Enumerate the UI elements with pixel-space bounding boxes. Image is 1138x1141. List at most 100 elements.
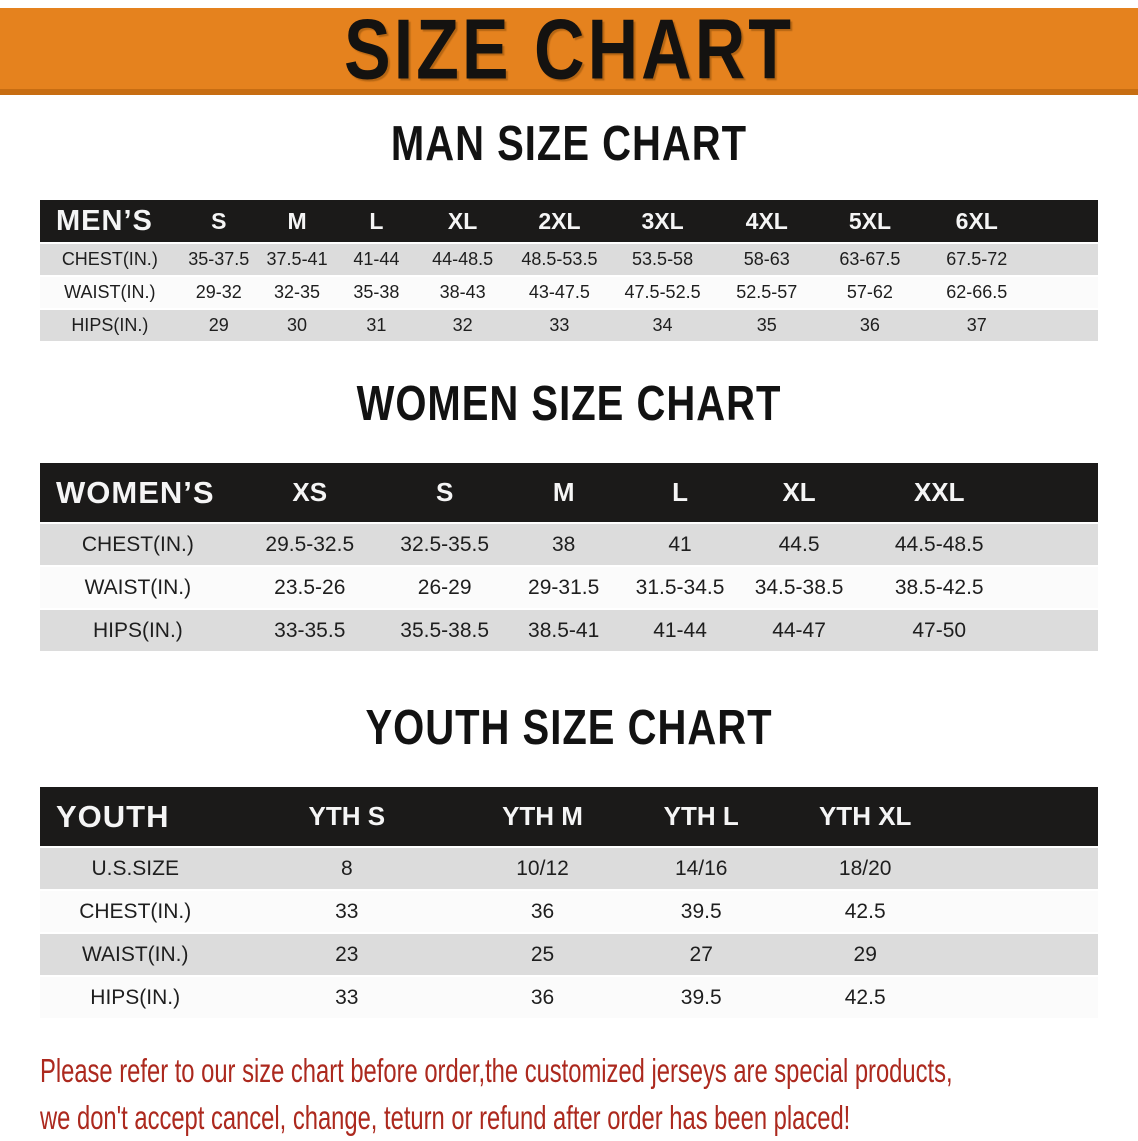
cell: 10/12	[463, 848, 622, 889]
spacer-cell	[1032, 200, 1098, 242]
cell: 63-67.5	[818, 244, 922, 275]
cell: 26-29	[383, 567, 506, 608]
cell: 52.5-57	[714, 277, 819, 308]
cell: 36	[463, 977, 622, 1018]
table-row: HIPS(IN.) 33 36 39.5 42.5	[40, 977, 1098, 1018]
cell: 35-37.5	[179, 244, 258, 275]
col-header: 5XL	[818, 200, 922, 242]
col-header: YTH L	[621, 787, 781, 846]
cell: 32	[416, 310, 509, 341]
cell: 47.5-52.5	[610, 277, 715, 308]
cell: 53.5-58	[610, 244, 715, 275]
cell: 38	[505, 524, 622, 565]
cell: 14/16	[621, 848, 781, 889]
col-header: L	[621, 463, 739, 522]
col-header: 4XL	[714, 200, 819, 242]
cell: 47-50	[859, 610, 1019, 651]
cell: 29-31.5	[505, 567, 622, 608]
cell: 29.5-32.5	[235, 524, 384, 565]
cell: 43-47.5	[508, 277, 611, 308]
cell: 29-32	[179, 277, 258, 308]
cell: 36	[818, 310, 922, 341]
spacer-cell	[1018, 463, 1098, 522]
cell: 44.5-48.5	[859, 524, 1019, 565]
women-section: WOMEN SIZE CHART WOMEN’S XS S M L XL XXL	[0, 377, 1138, 653]
col-header: WOMEN’S	[40, 463, 236, 522]
row-label: HIPS(IN.)	[40, 310, 180, 341]
cell: 42.5	[780, 891, 950, 932]
cell: 35	[714, 310, 819, 341]
cell: 62-66.5	[921, 277, 1033, 308]
men-header-row: MEN’S S M L XL 2XL 3XL 4XL 5XL 6XL	[40, 200, 1098, 242]
cell: 31	[336, 310, 417, 341]
col-header: YTH S	[230, 787, 464, 846]
spacer-cell	[1018, 524, 1098, 565]
col-header: M	[257, 200, 337, 242]
cell: 37	[921, 310, 1033, 341]
cell: 23	[230, 934, 464, 975]
page-title: SIZE CHART	[344, 0, 794, 97]
cell: 44-47	[738, 610, 860, 651]
cell: 57-62	[818, 277, 922, 308]
cell: 29	[179, 310, 258, 341]
col-header: YTH XL	[780, 787, 950, 846]
cell: 33	[230, 891, 464, 932]
cell: 25	[463, 934, 622, 975]
col-header: L	[336, 200, 417, 242]
table-row: WAIST(IN.) 23 25 27 29	[40, 934, 1098, 975]
women-header-row: WOMEN’S XS S M L XL XXL	[40, 463, 1098, 522]
cell: 27	[621, 934, 781, 975]
table-row: HIPS(IN.) 33-35.5 35.5-38.5 38.5-41 41-4…	[40, 610, 1098, 651]
col-header: XL	[738, 463, 860, 522]
disclaimer: Please refer to our size chart before or…	[40, 1047, 1138, 1141]
cell: 38.5-41	[505, 610, 622, 651]
cell: 39.5	[621, 977, 781, 1018]
table-row: HIPS(IN.) 29 30 31 32 33 34 35 36 37	[40, 310, 1098, 341]
cell: 38.5-42.5	[859, 567, 1019, 608]
spacer-cell	[949, 787, 1098, 846]
cell: 67.5-72	[921, 244, 1033, 275]
cell: 48.5-53.5	[508, 244, 611, 275]
row-label: CHEST(IN.)	[40, 891, 231, 932]
row-label: WAIST(IN.)	[40, 934, 231, 975]
col-header: S	[179, 200, 258, 242]
row-label: WAIST(IN.)	[40, 277, 180, 308]
spacer-cell	[1032, 277, 1098, 308]
col-header: S	[383, 463, 506, 522]
cell: 8	[230, 848, 464, 889]
cell: 41-44	[621, 610, 739, 651]
row-label: U.S.SIZE	[40, 848, 231, 889]
women-size-table: WOMEN’S XS S M L XL XXL CHEST(IN.) 29.5-…	[40, 461, 1098, 653]
table-row: CHEST(IN.) 29.5-32.5 32.5-35.5 38 41 44.…	[40, 524, 1098, 565]
table-row: WAIST(IN.) 23.5-26 26-29 29-31.5 31.5-34…	[40, 567, 1098, 608]
cell: 44-48.5	[416, 244, 509, 275]
row-label: HIPS(IN.)	[40, 977, 231, 1018]
spacer-cell	[1032, 310, 1098, 341]
cell: 38-43	[416, 277, 509, 308]
col-header: MEN’S	[40, 200, 180, 242]
cell: 42.5	[780, 977, 950, 1018]
cell: 23.5-26	[235, 567, 384, 608]
spacer-cell	[1018, 610, 1098, 651]
cell: 41	[621, 524, 739, 565]
cell: 34	[610, 310, 715, 341]
spacer-cell	[949, 891, 1098, 932]
banner: SIZE CHART	[0, 1, 1138, 96]
youth-section: YOUTH SIZE CHART YOUTH YTH S YTH M YTH L…	[0, 701, 1138, 1020]
cell: 34.5-38.5	[738, 567, 860, 608]
col-header: YTH M	[463, 787, 622, 846]
col-header: XXL	[859, 463, 1019, 522]
cell: 32.5-35.5	[383, 524, 506, 565]
table-row: CHEST(IN.) 33 36 39.5 42.5	[40, 891, 1098, 932]
disclaimer-line-1: Please refer to our size chart before or…	[40, 1052, 953, 1089]
cell: 18/20	[780, 848, 950, 889]
men-section: MAN SIZE CHART MEN’S S M L XL 2XL 3XL 4X…	[0, 117, 1138, 343]
cell: 32-35	[257, 277, 337, 308]
youth-header-row: YOUTH YTH S YTH M YTH L YTH XL	[40, 787, 1098, 846]
col-header: 3XL	[610, 200, 715, 242]
col-header: XL	[416, 200, 509, 242]
col-header: XS	[235, 463, 384, 522]
cell: 30	[257, 310, 337, 341]
cell: 33-35.5	[235, 610, 384, 651]
